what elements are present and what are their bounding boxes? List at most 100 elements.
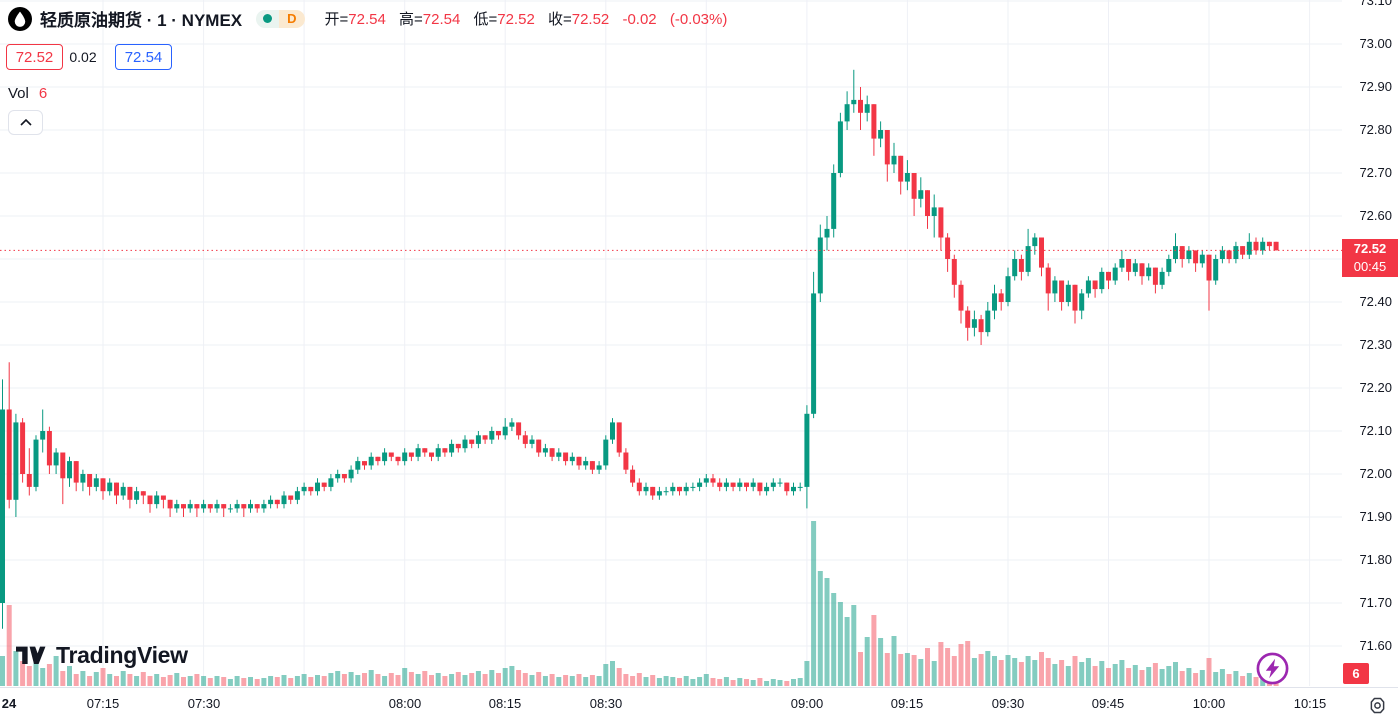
- volume-bar: [1065, 666, 1071, 686]
- volume-bar: [254, 679, 260, 686]
- y-axis-label: 72.20: [1359, 380, 1392, 395]
- volume-bar: [697, 677, 703, 686]
- candle-body: [804, 413, 810, 487]
- candle-body: [1166, 259, 1172, 272]
- volume-bar: [744, 679, 749, 686]
- candle-body: [703, 478, 709, 483]
- interval-badge[interactable]: D: [256, 9, 305, 28]
- volume-bar: [1166, 666, 1172, 686]
- quick-trade-fab[interactable]: [1254, 650, 1291, 687]
- volume-bar: [1092, 666, 1098, 686]
- symbol-title[interactable]: 轻质原油期货 · 1 · NYMEX: [40, 11, 243, 30]
- tradingview-wordmark: TradingView: [56, 642, 188, 668]
- volume-bar: [858, 652, 863, 686]
- candle-body: [375, 456, 381, 462]
- candle-body: [831, 173, 837, 229]
- volume-bar: [475, 671, 481, 686]
- volume-bar: [978, 654, 984, 686]
- volume-bar: [737, 678, 743, 686]
- volume-bar: [1119, 660, 1125, 686]
- candle-body: [221, 504, 227, 509]
- low-label: 低=: [473, 11, 498, 28]
- y-axis-label: 71.70: [1359, 595, 1392, 610]
- volume-bar: [542, 676, 548, 686]
- volume-bar: [1186, 668, 1192, 686]
- price-axis[interactable]: 73.10 73.00 72.90 72.80 72.70 72.60 72.40 72.30…: [1342, 0, 1398, 687]
- volume-bar: [817, 571, 823, 686]
- grid-lines: [0, 0, 1342, 686]
- volume-bar: [482, 674, 488, 686]
- volume-bar: [985, 651, 991, 686]
- candle-body: [214, 504, 220, 509]
- volume-bar: [723, 677, 729, 686]
- volume-bar: [368, 670, 374, 686]
- volume-bar: [569, 676, 575, 686]
- candle-body: [160, 495, 166, 500]
- volume-bar: [13, 651, 19, 686]
- candle-body: [951, 259, 957, 285]
- sell-price-button[interactable]: 72.52: [6, 44, 63, 70]
- volume-bar: [1052, 664, 1058, 686]
- candle-body: [502, 426, 508, 436]
- candlestick-chart-pane[interactable]: [0, 0, 1342, 687]
- candle-body: [1206, 254, 1212, 281]
- candle-body: [878, 130, 884, 139]
- volume-bar: [281, 675, 287, 686]
- candle-body: [904, 173, 910, 182]
- candle-body: [811, 293, 817, 414]
- volume-bar: [971, 658, 977, 686]
- x-axis-label: 08:15: [488, 696, 522, 711]
- candle-body: [281, 495, 287, 505]
- volume-bar: [261, 678, 267, 686]
- candle-body: [1219, 250, 1225, 259]
- tradingview-logo-icon: [16, 646, 46, 665]
- volume-bar: [703, 674, 709, 686]
- volume-bar: [114, 676, 119, 686]
- candle-body: [884, 130, 890, 165]
- volume-bar: [650, 675, 656, 686]
- volume-bar: [1045, 658, 1051, 686]
- volume-bar: [496, 673, 501, 686]
- candle-body: [1139, 263, 1145, 277]
- candle-body: [147, 495, 153, 505]
- candle-body: [40, 431, 46, 440]
- volume-bar: [750, 680, 756, 686]
- candle-body: [898, 155, 904, 182]
- volume-bar: [522, 673, 528, 686]
- buy-price-button[interactable]: 72.54: [115, 44, 172, 70]
- candle-body: [925, 190, 930, 216]
- candle-body: [710, 478, 716, 483]
- volume-bar: [93, 672, 99, 686]
- volume-readout: Vol 6: [8, 85, 47, 102]
- candle-body: [402, 452, 408, 462]
- axis-settings-button[interactable]: [1364, 692, 1390, 718]
- volume-bar: [516, 670, 522, 686]
- volume-bar: [824, 578, 830, 686]
- candle-body: [603, 439, 609, 466]
- volume-bar: [509, 666, 515, 686]
- volume-bar: [221, 677, 227, 686]
- volume-bar: [710, 678, 716, 686]
- candle-body: [442, 448, 448, 453]
- y-axis-label: 71.80: [1359, 552, 1392, 567]
- volume-bar: [174, 673, 180, 686]
- candle-body: [489, 431, 495, 440]
- volume-bar: [757, 678, 763, 686]
- volume-bar: [1018, 662, 1024, 686]
- candle-body: [274, 499, 280, 505]
- candle-body: [576, 456, 582, 466]
- candle-body: [1018, 259, 1024, 272]
- candle-body: [998, 293, 1004, 302]
- candle-body: [33, 439, 39, 487]
- candle-body: [107, 482, 113, 492]
- volume-bar: [992, 656, 997, 686]
- candle-body: [971, 319, 977, 328]
- collapse-legend-button[interactable]: [8, 110, 43, 135]
- candle-body: [475, 435, 481, 444]
- y-axis-label: 73.10: [1359, 0, 1392, 8]
- volume-bar: [362, 673, 367, 686]
- volume-bar: [636, 673, 642, 686]
- candle-body: [797, 486, 803, 488]
- time-axis[interactable]: 24 07:15 07:30 08:00 08:15 08:30 09:00 09:15 09:…: [0, 687, 1398, 723]
- volume-bar: [811, 521, 817, 686]
